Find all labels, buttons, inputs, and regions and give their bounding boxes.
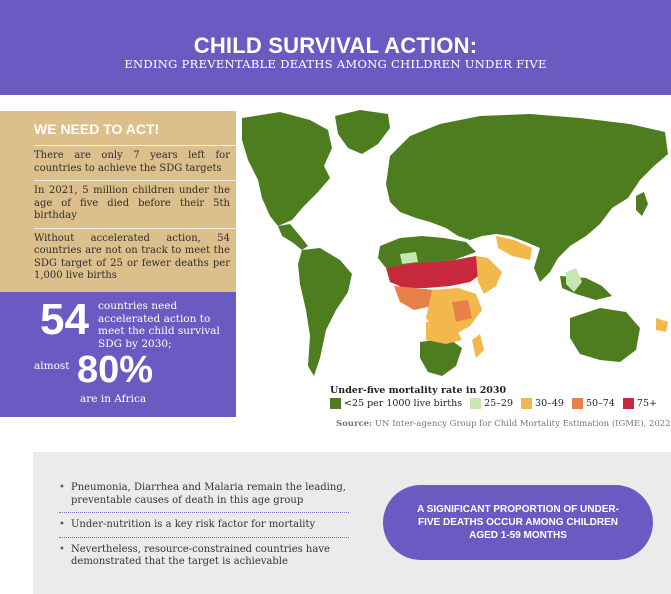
map-africa-bands [386,252,502,358]
legend-label: 30–49 [535,398,564,409]
need-to-act-panel: WE NEED TO ACT! There are only 7 years l… [0,111,236,292]
legend-label: <25 per 1000 live births [344,398,463,409]
page-subtitle: ENDING PREVENTABLE DEATHS AMONG CHILDREN… [124,57,547,71]
legend-item: 75+ [622,398,657,409]
legend-item: 30–49 [521,398,564,409]
legend-item: 50–74 [571,398,615,409]
map-source: Source: UN Inter-agency Group for Child … [336,419,671,429]
countries-text: countries need accelerated action to mee… [98,300,220,350]
header-banner: CHILD SURVIVAL ACTION: ENDING PREVENTABL… [0,0,671,95]
legend-label: 50–74 [585,398,615,409]
act-item-off-track: Without accelerated action, 54 countries… [34,227,236,288]
world-map [242,110,668,376]
need-to-act-title: WE NEED TO ACT! [34,121,160,137]
bullet-dot-icon: • [59,519,65,530]
countries-count: 54 [40,295,89,344]
legend-swatch [521,398,533,409]
bullet-text: Under-nutrition is a key risk factor for… [71,519,316,530]
act-item-deaths-2021: In 2021, 5 million children under the ag… [34,180,236,228]
legend-swatch [330,398,341,409]
list-item: • Pneumonia, Diarrhea and Malaria remain … [59,482,349,513]
bottom-panel: • Pneumonia, Diarrhea and Malaria remain … [33,452,671,594]
almost-label: almost [34,360,70,372]
source-label: Source: [336,419,373,429]
legend-swatch [622,398,634,409]
bullet-dot-icon: • [59,543,65,555]
map-land-green [242,110,668,376]
map-asia-bands [496,236,668,332]
bullet-dot-icon: • [59,482,65,493]
list-item: • Nevertheless, resource-constrained coun… [59,544,349,574]
legend-label: 25–29 [484,398,514,409]
africa-text: are in Africa [80,393,147,405]
legend-item: <25 per 1000 live births [330,398,462,409]
legend-item: 25–29 [470,398,513,409]
bullet-text: Nevertheless, resource-constrained count… [71,543,330,568]
bullet-list: • Pneumonia, Diarrhea and Malaria remain … [59,482,349,580]
act-item-years-left: There are only 7 years left for countrie… [34,145,236,180]
list-item: • Under-nutrition is a key risk factor fo… [59,519,349,538]
page-title: CHILD SURVIVAL ACTION: [193,33,478,58]
map-legend: <25 per 1000 live births 25–29 30–49 50–… [330,398,665,409]
legend-swatch [470,398,482,409]
legend-title: Under-five mortality rate in 2030 [330,385,507,396]
callout-pill: A SIGNIFICANT PROPORTION OF UNDER-FIVE D… [383,485,653,560]
callout-text: A SIGNIFICANT PROPORTION OF UNDER-FIVE D… [417,504,619,541]
legend-label: 75+ [636,398,657,409]
bullet-text: Pneumonia, Diarrhea and Malaria remain t… [71,482,346,506]
source-text: UN Inter-agency Group for Child Mortalit… [374,419,671,429]
stats-panel: 54 countries need accelerated action to … [0,292,236,417]
africa-percent: 80% [77,349,154,391]
legend-swatch [571,398,583,409]
